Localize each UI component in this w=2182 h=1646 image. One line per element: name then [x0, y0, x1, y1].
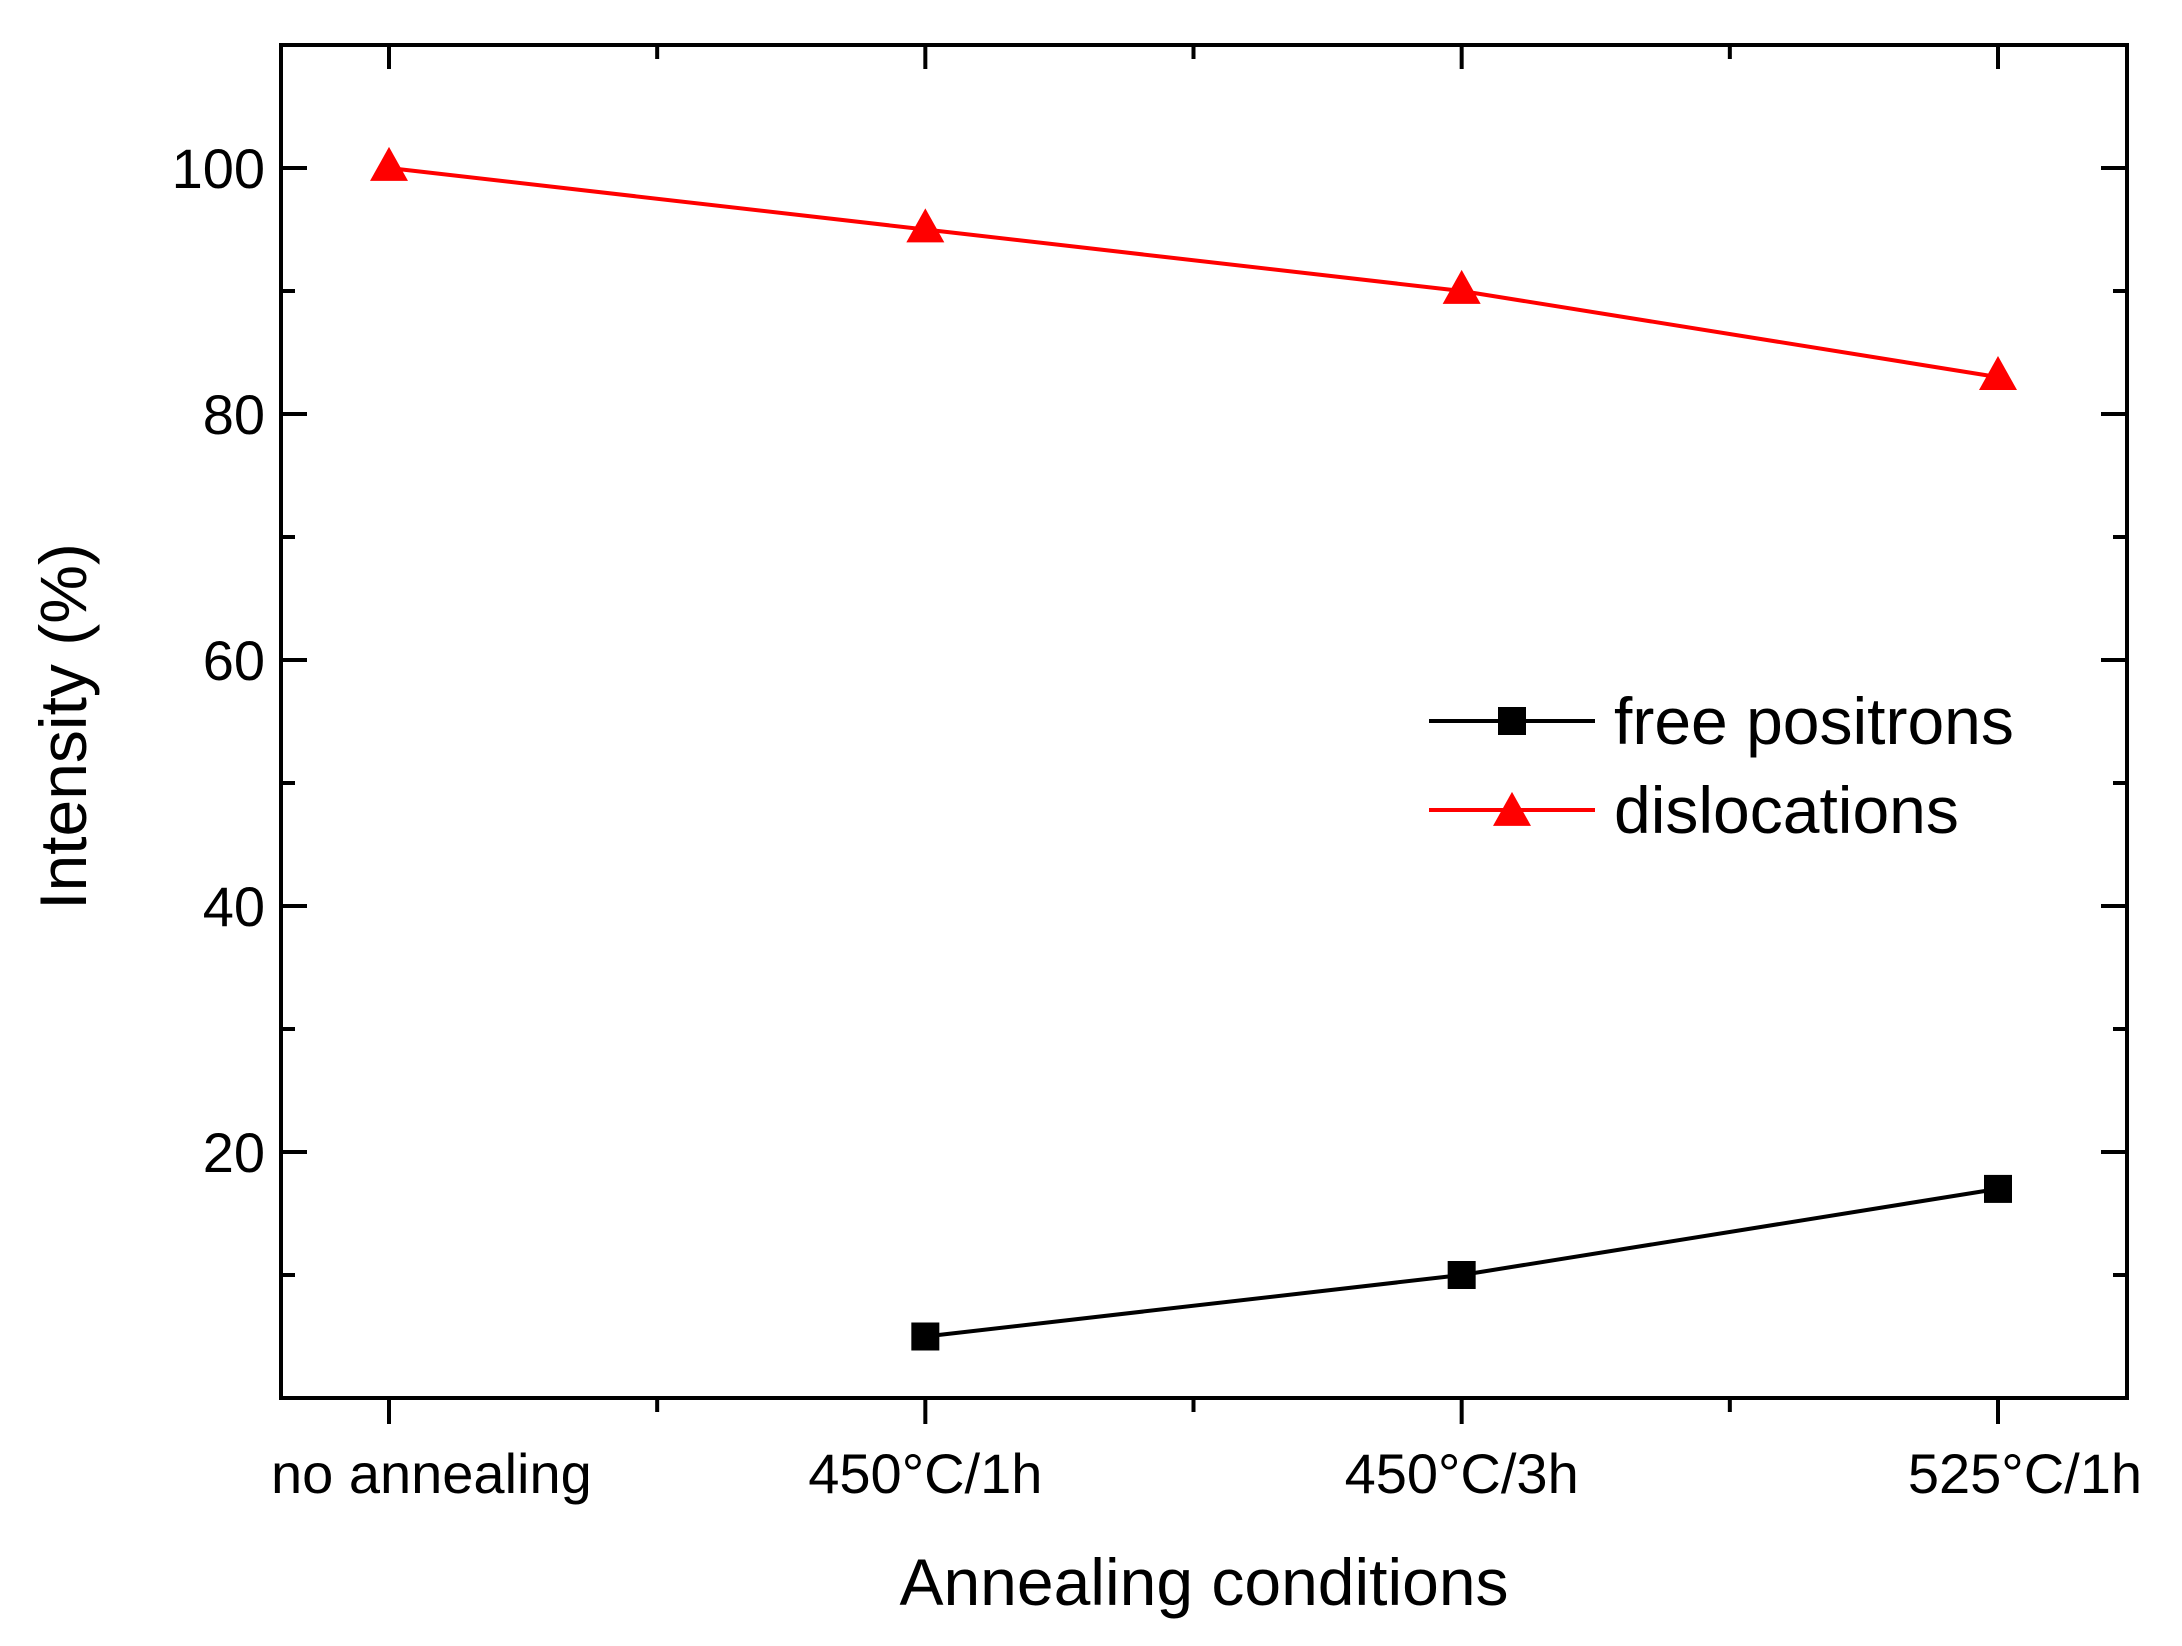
- x-tick-label: 450°C/1h: [808, 1442, 1042, 1505]
- y-tick-label: 20: [203, 1121, 265, 1184]
- tick-labels: 20 40 60 80 100 no annealing 450°C/1h 450°C/3h 5…: [172, 137, 2142, 1505]
- data-point: [1984, 1174, 2012, 1203]
- y-tick-label: 80: [203, 383, 265, 446]
- series-layer: [370, 146, 2017, 1351]
- data-point: [1447, 1261, 1476, 1289]
- x-tick-label: no annealing: [271, 1442, 592, 1505]
- series-line: [388, 166, 1999, 380]
- legend-marker: [1493, 791, 1531, 826]
- data-point: [1442, 269, 1481, 304]
- plot-frame: [279, 43, 2129, 1400]
- x-axis-title: Annealing conditions: [899, 1545, 1508, 1619]
- y-tick-label: 40: [203, 875, 265, 938]
- series-free-positrons: [911, 1174, 2012, 1351]
- data-point: [911, 1322, 940, 1351]
- series-dislocations: [370, 146, 2017, 391]
- x-tick-label: 525°C/1h: [1908, 1442, 2142, 1505]
- legend-label: dislocations: [1614, 773, 1959, 847]
- legend-label: free positrons: [1614, 684, 2014, 758]
- y-tick-label: 100: [172, 137, 265, 200]
- data-point: [906, 208, 945, 243]
- y-axis-title: Intensity (%): [26, 543, 100, 910]
- y-tick-label: 60: [203, 629, 265, 692]
- legend: free positrons dislocations: [1429, 684, 2014, 847]
- data-point: [370, 146, 408, 181]
- axis-ticks: [281, 45, 2127, 1424]
- legend-marker: [1498, 707, 1526, 735]
- x-tick-label: 450°C/3h: [1345, 1442, 1579, 1505]
- legend-item: free positrons: [1429, 684, 2014, 758]
- data-point: [1979, 356, 2017, 391]
- legend-item: dislocations: [1429, 773, 1959, 847]
